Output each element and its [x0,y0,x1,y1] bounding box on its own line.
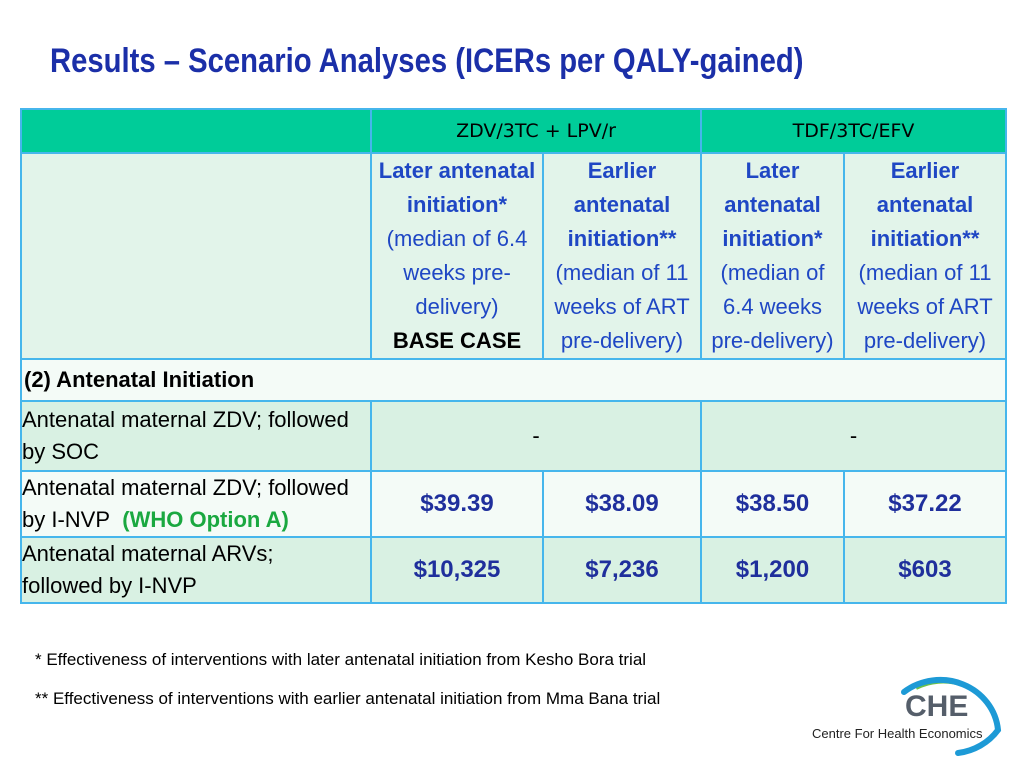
sub-header-1-line-1: (median of 6.4 [386,226,528,251]
sub-header-1-line-2: weeks pre- [403,260,511,285]
sub-header-3-bold-line-2: antenatal [724,192,821,217]
value-cell: $1,200 [700,536,845,604]
header-corner-cell [20,108,372,154]
sub-header-3-line-2: 6.4 weeks [722,294,823,319]
sub-header-1-bold-line-2: initiation* [406,192,508,217]
table-row: Antenatal maternal ZDV; followed by SOC … [20,400,1007,472]
sub-header-2-bold-line-1: Earlier [587,158,657,183]
row-label-line-1: Antenatal maternal ZDV; followed [22,407,349,432]
sub-header-corner-cell [20,152,372,360]
value-cell: $38.09 [542,470,702,538]
sub-header-2-line-3: pre-delivery) [560,328,684,353]
row-label-line-1: Antenatal maternal ARVs; [22,541,274,566]
sub-header-4-line-1: (median of 11 [858,260,992,285]
che-logo-arc-icon [901,676,1002,756]
value-cell: $10,325 [370,536,544,604]
value-cell: $39.39 [370,470,544,538]
sub-header-2-bold-line-3: initiation** [567,226,677,251]
sub-header-4-line-2: weeks of ART [857,294,993,319]
value-cell: $7,236 [542,536,702,604]
value-cell: $37.22 [843,470,1007,538]
sub-header-2-bold-line-2: antenatal [573,192,671,217]
sub-header-4-bold-line-3: initiation** [870,226,980,251]
sub-header-row: Later antenatal initiation* (median of 6… [20,152,1007,360]
sub-header-4-bold-line-2: antenatal [876,192,974,217]
row-label-line-2: followed by I-NVP [22,573,197,598]
sub-header-3-bold-line-1: Later [745,158,800,183]
sub-header-2-line-2: weeks of ART [554,294,690,319]
table-row: Antenatal maternal ZDV; followed by I-NV… [20,470,1007,538]
group-header-zdv-lpv: ZDV/3TC + LPV/r [370,108,702,154]
sub-header-cell-2: Earlier antenatal initiation** (median o… [542,152,702,360]
dash-cell: - [700,400,1007,472]
slide-title: Results – Scenario Analyses (ICERs per Q… [50,42,804,80]
footnote-earlier-initiation: ** Effectiveness of interventions with e… [35,689,661,708]
sub-header-3-line-1: (median of [720,260,825,285]
sub-header-1-line-3: delivery) [415,294,499,319]
sub-header-2-line-1: (median of 11 [555,260,689,285]
sub-header-4-bold-line-1: Earlier [890,158,960,183]
sub-header-1-bold-line-1: Later antenatal [378,158,536,183]
dash-cell: - [370,400,702,472]
che-logo-abbr: CHE [905,690,969,723]
sub-header-3-bold-line-3: initiation* [722,226,823,251]
row-label-line-2: by SOC [22,439,100,464]
sub-header-3-line-3: pre-delivery) [711,328,834,353]
value-cell: $38.50 [700,470,845,538]
row-label: Antenatal maternal ZDV; followed by I-NV… [20,470,372,538]
group-header-tdf-efv: TDF/3TC/EFV [700,108,1007,154]
section-row: (2) Antenatal Initiation [20,358,1007,402]
section-label: (2) Antenatal Initiation [20,358,1007,402]
footnote-later-initiation: * Effectiveness of interventions with la… [35,650,647,669]
sub-header-cell-4: Earlier antenatal initiation** (median o… [843,152,1007,360]
table-row: Antenatal maternal ARVs; followed by I-N… [20,536,1007,604]
row-label-line-1: Antenatal maternal ZDV; followed [22,475,349,500]
sub-header-cell-3: Later antenatal initiation* (median of 6… [700,152,845,360]
che-logo-name: Centre For Health Economics [812,726,983,741]
sub-header-4-line-3: pre-delivery) [863,328,987,353]
row-label: Antenatal maternal ARVs; followed by I-N… [20,536,372,604]
who-option-a-label: (WHO Option A) [122,507,289,532]
results-table: ZDV/3TC + LPV/r TDF/3TC/EFV Later antena… [20,108,1007,604]
value-cell: $603 [843,536,1007,604]
row-label-line-2: by I-NVP [22,507,111,532]
sub-header-cell-1: Later antenatal initiation* (median of 6… [370,152,544,360]
base-case-label: BASE CASE [392,328,522,353]
group-header-row: ZDV/3TC + LPV/r TDF/3TC/EFV [20,108,1007,154]
row-label: Antenatal maternal ZDV; followed by SOC [20,400,372,472]
